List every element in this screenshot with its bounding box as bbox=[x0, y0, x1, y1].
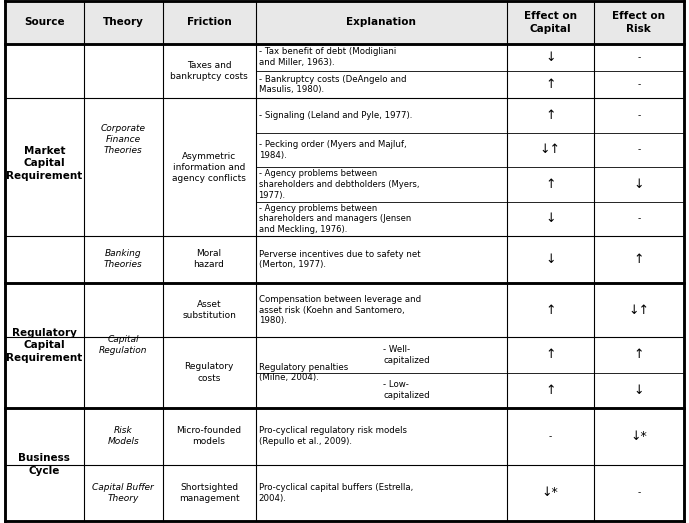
Text: ↑: ↑ bbox=[545, 348, 555, 361]
Text: ↑: ↑ bbox=[634, 348, 644, 361]
Text: Risk
Models: Risk Models bbox=[107, 426, 139, 446]
Text: Corporate
Finance
Theories: Corporate Finance Theories bbox=[101, 124, 145, 155]
Bar bbox=[84, 337, 162, 338]
Text: Market
Capital
Requirement: Market Capital Requirement bbox=[6, 146, 83, 180]
Text: Asset
substitution: Asset substitution bbox=[182, 300, 236, 320]
Text: - Agency problems between
shareholders and managers (Jensen
and Meckling, 1976).: - Agency problems between shareholders a… bbox=[258, 203, 411, 234]
Bar bbox=[6, 464, 83, 465]
Text: ↑: ↑ bbox=[545, 78, 555, 91]
Text: Regulatory
costs: Regulatory costs bbox=[185, 362, 234, 383]
Text: ↓: ↓ bbox=[634, 178, 644, 191]
Text: ↓*: ↓* bbox=[630, 430, 647, 443]
Text: Business
Cycle: Business Cycle bbox=[19, 453, 70, 475]
Text: Pro-cyclical capital buffers (Estrella,
2004).: Pro-cyclical capital buffers (Estrella, … bbox=[258, 483, 413, 503]
Text: Regulatory
Capital
Requirement: Regulatory Capital Requirement bbox=[6, 328, 83, 362]
Text: Explanation: Explanation bbox=[347, 17, 416, 27]
Text: Effect on
Risk: Effect on Risk bbox=[613, 11, 666, 33]
Text: - Pecking order (Myers and Majluf,
1984).: - Pecking order (Myers and Majluf, 1984)… bbox=[258, 140, 407, 160]
Text: - Tax benefit of debt (Modigliani
and Miller, 1963).: - Tax benefit of debt (Modigliani and Mi… bbox=[258, 48, 395, 67]
Text: ↓: ↓ bbox=[545, 51, 555, 64]
Text: Friction: Friction bbox=[187, 17, 232, 27]
Text: ↓: ↓ bbox=[545, 212, 555, 225]
Text: -: - bbox=[637, 111, 641, 120]
Text: Capital
Regulation: Capital Regulation bbox=[99, 335, 147, 355]
Text: Shortsighted
management: Shortsighted management bbox=[178, 483, 239, 503]
Text: ↓: ↓ bbox=[545, 253, 555, 266]
Text: ↑: ↑ bbox=[545, 178, 555, 191]
Text: Moral
hazard: Moral hazard bbox=[194, 249, 225, 269]
Text: - Agency problems between
shareholders and debtholders (Myers,
1977).: - Agency problems between shareholders a… bbox=[258, 169, 419, 200]
Text: Source: Source bbox=[24, 17, 65, 27]
Bar bbox=[5, 1, 684, 43]
Text: - Signaling (Leland and Pyle, 1977).: - Signaling (Leland and Pyle, 1977). bbox=[258, 111, 412, 120]
Text: Capital Buffer
Theory: Capital Buffer Theory bbox=[92, 483, 154, 503]
Text: - Well-
capitalized: - Well- capitalized bbox=[383, 345, 430, 365]
Text: Perverse incentives due to safety net
(Merton, 1977).: Perverse incentives due to safety net (M… bbox=[258, 249, 420, 269]
Text: -: - bbox=[637, 80, 641, 89]
Text: ↑: ↑ bbox=[545, 109, 555, 122]
Text: Effect on
Capital: Effect on Capital bbox=[524, 11, 577, 33]
Text: -: - bbox=[548, 432, 552, 441]
Text: ↑: ↑ bbox=[545, 304, 555, 316]
Bar bbox=[6, 337, 83, 338]
Text: Compensation between leverage and
asset risk (Koehn and Santomero,
1980).: Compensation between leverage and asset … bbox=[258, 295, 421, 325]
Text: -: - bbox=[637, 53, 641, 62]
Text: ↓↑: ↓↑ bbox=[628, 304, 649, 316]
Text: - Bankruptcy costs (DeAngelo and
Masulis, 1980).: - Bankruptcy costs (DeAngelo and Masulis… bbox=[258, 75, 406, 95]
Text: -: - bbox=[637, 214, 641, 223]
Text: ↑: ↑ bbox=[634, 253, 644, 266]
Text: Micro-founded
models: Micro-founded models bbox=[176, 426, 242, 446]
Text: ↓: ↓ bbox=[634, 383, 644, 396]
Text: Pro-cyclical regulatory risk models
(Repullo et al., 2009).: Pro-cyclical regulatory risk models (Rep… bbox=[258, 426, 407, 446]
Text: Taxes and
bankruptcy costs: Taxes and bankruptcy costs bbox=[170, 61, 248, 81]
Text: Theory: Theory bbox=[103, 17, 143, 27]
Text: -: - bbox=[637, 145, 641, 154]
Text: Banking
Theories: Banking Theories bbox=[104, 249, 143, 269]
Text: ↓↑: ↓↑ bbox=[539, 143, 561, 156]
Text: -: - bbox=[637, 488, 641, 497]
Text: - Low-
capitalized: - Low- capitalized bbox=[383, 380, 430, 400]
Text: Regulatory penalties
(Milne, 2004).: Regulatory penalties (Milne, 2004). bbox=[258, 362, 348, 382]
Text: ↓*: ↓* bbox=[542, 486, 559, 499]
Text: ↑: ↑ bbox=[545, 383, 555, 396]
Text: Asymmetric
information and
agency conflicts: Asymmetric information and agency confli… bbox=[172, 152, 246, 183]
